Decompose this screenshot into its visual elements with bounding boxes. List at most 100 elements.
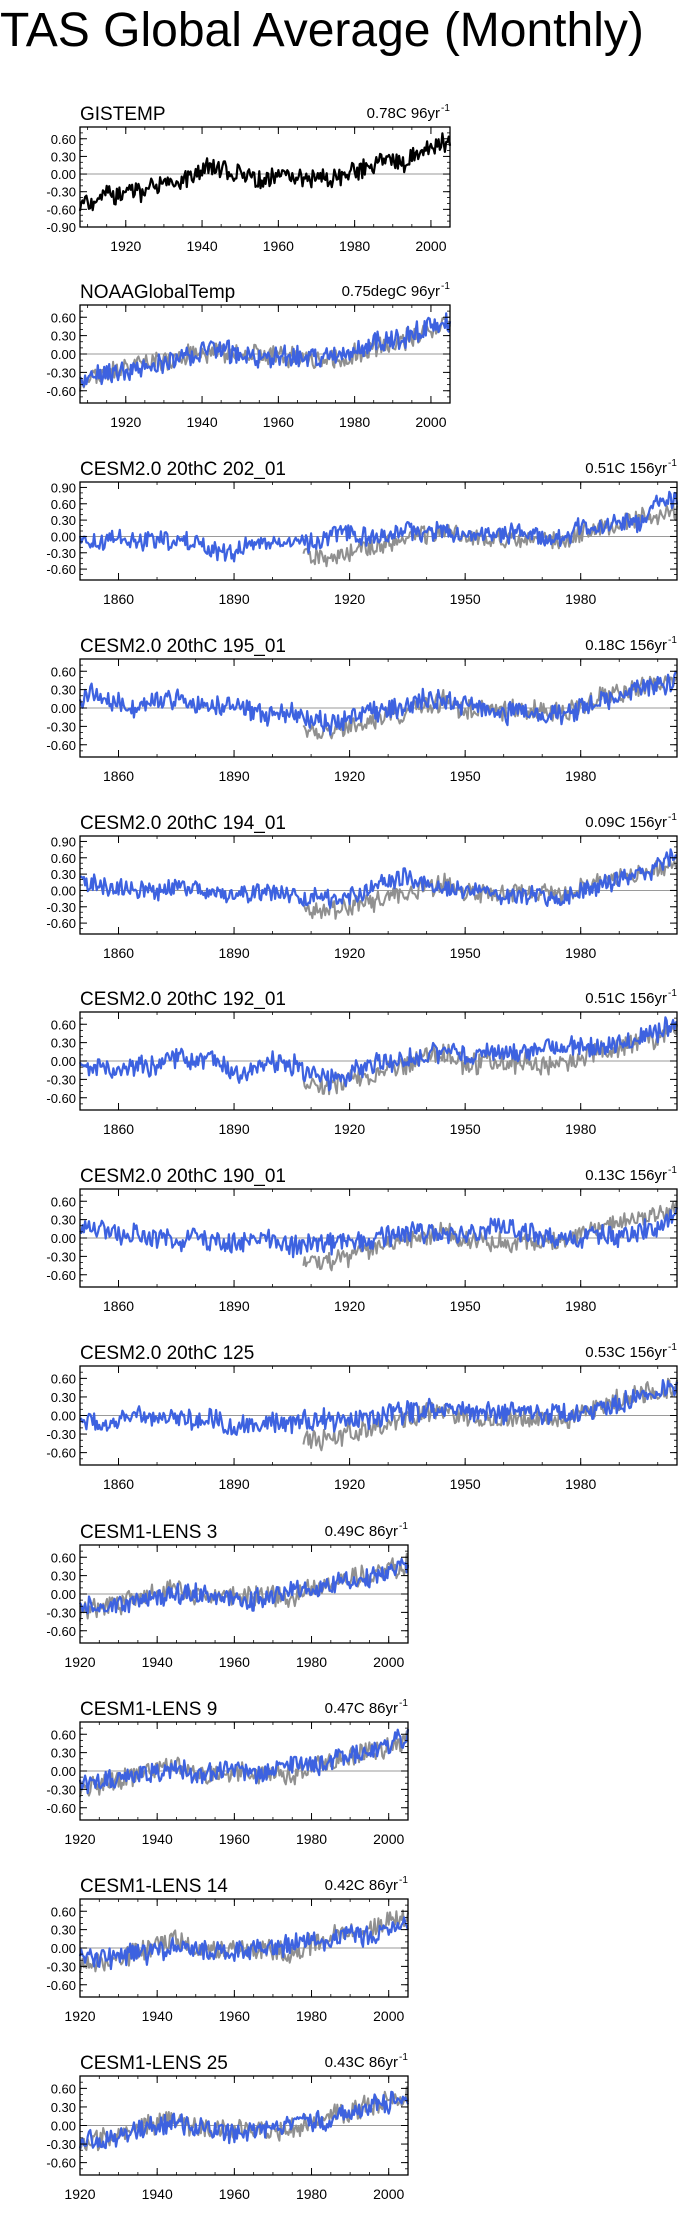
chart-panel-9: CESM1-LENS 3 0.49C 86yr -1 0.60 0.30 0.00 -0.3… [46, 1521, 410, 1670]
x-tick-label: 1890 [218, 1121, 249, 1137]
chart-panel-7: CESM2.0 20thC 190_01 0.13C 156yr -1 0.60 0.3… [46, 1165, 679, 1314]
x-tick-label: 1950 [450, 591, 481, 607]
chart-trend-exponent: -1 [441, 281, 450, 292]
y-tick-label: 0.30 [51, 683, 76, 698]
x-tick-label: 1860 [103, 945, 134, 961]
y-tick-label: 0.90 [51, 480, 76, 495]
chart-panel-12: CESM1-LENS 25 0.43C 86yr -1 0.60 0.30 0.00 -0.… [46, 2052, 410, 2202]
y-tick-label: -0.30 [46, 2137, 76, 2152]
x-tick-label: 1980 [296, 2186, 327, 2202]
x-tick-label: 1980 [565, 1476, 596, 1492]
x-tick-label: 1960 [219, 1831, 250, 1847]
series-line-obs [78, 132, 452, 212]
chart-trend-exponent: -1 [441, 103, 450, 114]
y-tick-label: 0.60 [51, 1550, 76, 1565]
x-tick-label: 1980 [296, 1654, 327, 1670]
x-tick-label: 1960 [263, 238, 294, 254]
x-tick-label: 1920 [64, 2008, 95, 2024]
y-tick-label: 0.60 [51, 497, 76, 512]
x-tick-label: 1950 [450, 1298, 481, 1314]
chart-trend-label: 0.13C 156yr [585, 1167, 667, 1184]
y-tick-label: -0.60 [46, 1624, 76, 1639]
y-tick-label: 0.60 [51, 310, 76, 325]
series-line-model [78, 1916, 410, 1971]
x-tick-label: 1920 [64, 2186, 95, 2202]
y-tick-label: 0.00 [51, 1764, 76, 1779]
x-tick-label: 1940 [142, 1831, 173, 1847]
series-line-ref [302, 1024, 678, 1096]
x-tick-label: 1890 [218, 768, 249, 784]
chart-trend-label: 0.18C 156yr [585, 637, 667, 654]
x-tick-label: 1860 [103, 591, 134, 607]
y-tick-label: -0.30 [46, 1782, 76, 1797]
x-tick-label: 1980 [339, 414, 370, 430]
x-tick-label: 1860 [103, 768, 134, 784]
y-tick-label: -0.60 [46, 1268, 76, 1283]
x-tick-label: 1940 [142, 2008, 173, 2024]
x-tick-label: 2000 [373, 1831, 404, 1847]
x-tick-label: 1940 [142, 2186, 173, 2202]
y-tick-label: -0.30 [46, 900, 76, 915]
y-tick-label: 0.60 [51, 664, 76, 679]
chart-panel-11: CESM1-LENS 14 0.42C 86yr -1 0.60 0.30 0.00 -0.… [46, 1875, 410, 2024]
y-tick-label: 0.30 [51, 329, 76, 344]
chart-title: GISTEMP [80, 104, 166, 125]
y-tick-label: 0.00 [51, 701, 76, 716]
y-tick-label: 0.00 [51, 1409, 76, 1424]
x-tick-label: 1860 [103, 1298, 134, 1314]
chart-panel-6: CESM2.0 20thC 192_01 0.51C 156yr -1 0.60 0.3… [46, 988, 678, 1137]
x-tick-label: 1940 [186, 238, 217, 254]
series-line-model [78, 2090, 410, 2150]
series-line-ref [302, 502, 678, 568]
chart-trend-label: 0.47C 86yr [325, 1700, 398, 1717]
x-tick-label: 1920 [110, 414, 141, 430]
x-tick-label: 1960 [219, 2186, 250, 2202]
y-tick-label: 0.60 [51, 1727, 76, 1742]
series-line-model [78, 1016, 678, 1092]
x-tick-label: 1860 [103, 1476, 134, 1492]
x-tick-label: 1920 [334, 1298, 365, 1314]
chart-panel-2: NOAAGlobalTemp 0.75degC 96yr -1 0.60 0.30 0.0… [46, 281, 452, 430]
chart-trend-exponent: -1 [668, 458, 677, 469]
chart-panel-1: GISTEMP 0.78C 96yr -1 0.60 0.30 0.00 -0.30 -0.6… [46, 103, 452, 254]
chart-trend-label: 0.51C 156yr [585, 990, 667, 1007]
series-line-model [79, 1557, 410, 1615]
y-tick-label: -0.90 [46, 220, 76, 235]
y-tick-label: 0.30 [51, 2100, 76, 2115]
x-tick-label: 2000 [373, 2186, 404, 2202]
chart-trend-exponent: -1 [668, 1165, 677, 1176]
x-tick-label: 1950 [450, 1121, 481, 1137]
y-tick-label: 0.00 [51, 529, 76, 544]
chart-title: CESM2.0 20thC 194_01 [80, 813, 286, 834]
series-line-ref [302, 1200, 678, 1272]
chart-trend-label: 0.78C 96yr [367, 105, 440, 122]
x-tick-label: 1980 [565, 768, 596, 784]
y-tick-label: -0.60 [46, 562, 76, 577]
y-tick-label: -0.60 [46, 916, 76, 931]
chart-title: CESM1-LENS 14 [80, 1876, 228, 1897]
y-tick-label: -0.60 [46, 1801, 76, 1816]
y-tick-label: -0.30 [46, 719, 76, 734]
y-tick-label: 0.00 [51, 883, 76, 898]
chart-title: CESM1-LENS 25 [80, 2053, 228, 2074]
x-tick-label: 2000 [373, 2008, 404, 2024]
x-tick-label: 1920 [334, 768, 365, 784]
y-tick-label: 0.00 [51, 1587, 76, 1602]
y-tick-label: 0.30 [51, 1213, 76, 1228]
x-tick-label: 1950 [450, 1476, 481, 1492]
chart-panel-3: CESM2.0 20thC 202_01 0.51C 156yr -1 0.90 0.6… [46, 458, 679, 607]
y-tick-label: 0.00 [51, 1941, 76, 1956]
y-tick-label: -0.30 [46, 1072, 76, 1087]
y-tick-label: 0.30 [51, 1746, 76, 1761]
y-tick-label: -0.60 [46, 1446, 76, 1461]
x-tick-label: 1890 [218, 945, 249, 961]
y-tick-label: -0.60 [46, 738, 76, 753]
chart-panel-4: CESM2.0 20thC 195_01 0.18C 156yr -1 0.60 0.3… [46, 635, 678, 784]
series-line-model [79, 1207, 679, 1259]
chart-title: CESM2.0 20thC 192_01 [80, 989, 286, 1010]
x-tick-label: 1940 [186, 414, 217, 430]
chart-trend-label: 0.43C 86yr [325, 2054, 398, 2071]
x-tick-label: 1980 [296, 2008, 327, 2024]
y-tick-label: -0.60 [46, 384, 76, 399]
x-tick-label: 2000 [415, 414, 446, 430]
